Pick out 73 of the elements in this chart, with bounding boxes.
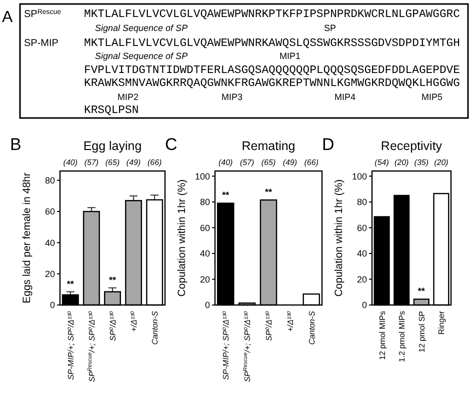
text: MIP4	[334, 92, 356, 102]
y-tick-label: 20	[44, 268, 55, 279]
text: (57)	[240, 158, 254, 167]
text: (65)	[261, 158, 276, 167]
x-tick-label: Canton-S	[150, 310, 160, 345]
text: Signal Sequence of SP	[95, 23, 188, 33]
x-tick-label: Ringer	[437, 310, 446, 335]
text: (40)	[218, 158, 234, 167]
y-axis-title: Copulation within 1hr (%)	[333, 179, 345, 297]
y-tick-label: 0	[362, 300, 367, 310]
text: (66)	[147, 158, 162, 167]
text: SP	[324, 23, 336, 33]
x-tick-label: SP-MIP/+; SP⁰/Δ¹³⁰	[222, 310, 231, 380]
y-tick-label: 20	[200, 274, 210, 284]
text: FVPLVITDGTNTIDWDTFERLASGQSAQQQQQQPLQQQSQSGEDFDDLAGEPDVE	[84, 65, 460, 77]
text: (20)	[394, 158, 410, 167]
text: Signal Sequence of SP	[95, 51, 188, 61]
text: (40)	[63, 158, 78, 167]
y-tick-label: 60	[44, 206, 55, 217]
annotation: **	[222, 190, 230, 200]
y-axis-title: Eggs laid per female in 48hr	[21, 172, 33, 304]
y-tick-label: 20	[356, 274, 367, 284]
y-tick-label: 100	[194, 171, 210, 182]
y-axis-title: Copulation within 1hr (%)	[176, 179, 188, 297]
y-tick-label: 0	[204, 300, 210, 310]
text: B	[10, 135, 22, 154]
text: MKTLALFLVLVCVLGLVQAWEWPWNRKAWQSLQSSWGKRSSSGDVSDPDIYMTGH	[84, 38, 460, 50]
text: MKTLALFLVLVCVLGLVQAWEWPWNRKPTKFPIPSPNPRDKWCRLNLGPAWGGRC	[84, 9, 460, 21]
text: (66)	[304, 158, 319, 167]
annotation: **	[66, 278, 74, 289]
annotation: **	[418, 286, 426, 296]
text: (20)	[434, 158, 449, 167]
y-tick-label: 60	[200, 222, 210, 233]
text: (54)	[374, 158, 390, 167]
y-tick-label: 40	[200, 248, 210, 259]
y-tick-label: 40	[356, 248, 367, 259]
text: KRSQLPSN	[84, 105, 139, 117]
text: D	[322, 135, 334, 154]
y-tick-label: 100	[352, 171, 367, 182]
text: C	[165, 135, 178, 154]
x-tick-label: SP⁰/Δ¹³⁰	[264, 310, 274, 342]
y-tick-label: 80	[44, 176, 55, 186]
y-tick-label: 80	[356, 197, 367, 208]
annotation: **	[108, 274, 116, 285]
x-tick-label: SP⁰/Δ¹³⁰	[108, 310, 118, 342]
text: (57)	[84, 158, 99, 167]
x-tick-label: Canton-S	[307, 310, 316, 345]
text: KRAWKSMNVAWGKRRQAQGWNKFRGAWGKREPTWNNLKGMWGKRDQWQKLHGGWG	[84, 78, 460, 90]
text: MIP2	[117, 92, 139, 102]
text: SP$^{Rescue}$	[24, 8, 62, 20]
chart-title: Egg laying	[83, 139, 142, 153]
text: (65)	[105, 158, 120, 167]
y-tick-label: 0	[50, 300, 55, 310]
x-tick-label: 12 pmol SP	[417, 311, 426, 352]
x-tick-label: +/Δ¹³⁰	[130, 310, 139, 332]
x-tick-label: 1.2 pmol MIPs	[398, 311, 407, 362]
y-tick-label: 40	[44, 238, 55, 248]
chart-title: Receptivity	[380, 139, 443, 153]
x-tick-label: +/Δ¹³⁰	[286, 310, 295, 332]
text: A	[2, 9, 13, 26]
chart-title: Remating	[242, 139, 296, 153]
y-tick-label: 80	[200, 197, 210, 208]
text: MIP3	[221, 92, 243, 102]
text: SP-MIP	[24, 38, 59, 49]
x-tick-label: 12 pmol MIPs	[378, 311, 387, 360]
text: (35)	[414, 158, 429, 167]
text: MIP5	[421, 92, 443, 102]
text: (49)	[126, 158, 141, 167]
text: (49)	[282, 158, 298, 167]
y-tick-label: 60	[356, 222, 367, 233]
x-tick-label: SP-MIP/+; SP⁰/Δ¹³⁰	[66, 310, 76, 380]
annotation: **	[264, 186, 272, 197]
text: MIP1	[279, 51, 301, 61]
